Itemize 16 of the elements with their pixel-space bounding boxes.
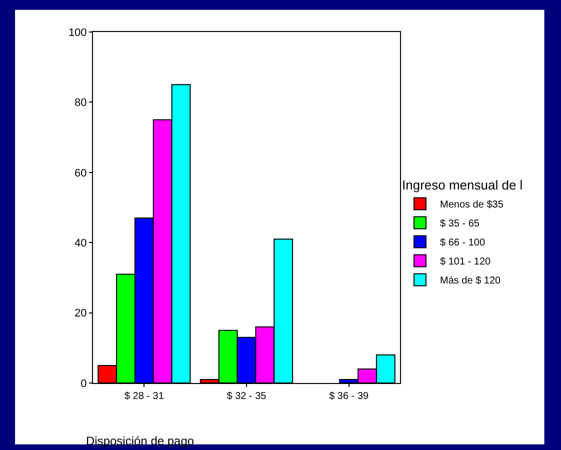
x-tick-label: $ 36 - 39 [329,391,369,402]
legend-label: $ 35 - 65 [440,218,480,230]
y-tick-label: 40 [74,237,87,250]
legend-label: Más de $ 120 [440,276,502,287]
y-tick-label: 20 [74,308,87,320]
x-tick-label: $ 32 - 35 [226,391,267,402]
legend-label: $ 66 - 100 [440,238,486,249]
y-tick-label: 60 [74,167,87,180]
legend-title: Ingreso mensual de l [402,177,523,192]
legend-label: Menos de $35 [440,200,504,211]
y-tick-label: 0 [80,378,87,390]
legend-label: $ 101 - 120 [440,256,492,268]
x-tick-label: $ 28 - 31 [124,391,164,402]
x-axis-title: Disposición de pago [86,434,194,448]
y-tick-label: 100 [68,26,87,39]
y-tick-label: 80 [74,97,87,110]
